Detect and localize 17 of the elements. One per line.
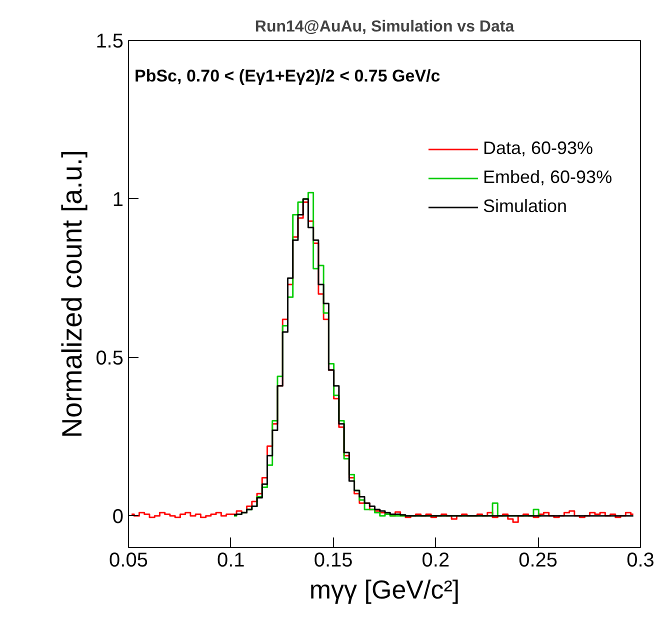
y-tick-label: 0 xyxy=(112,506,124,528)
y-tick-label: 0.5 xyxy=(96,347,124,370)
x-tick-label: 0.05 xyxy=(109,550,148,572)
x-tick-label: 0.2 xyxy=(422,550,450,572)
x-axis-title: mγγ [GeV/c²] xyxy=(309,574,460,604)
legend-label: Data, 60-93% xyxy=(483,138,594,159)
chart-title: Run14@AuAu, Simulation vs Data xyxy=(254,18,514,36)
legend-label: Embed, 60-93% xyxy=(483,167,612,188)
legend-label: Simulation xyxy=(483,196,568,217)
y-tick-label: 1 xyxy=(112,188,124,211)
y-tick-label: 1.5 xyxy=(96,30,124,52)
x-tick-label: 0.3 xyxy=(626,550,654,572)
x-tick-label: 0.25 xyxy=(518,550,558,572)
x-tick-label: 0.1 xyxy=(217,550,245,572)
y-axis-title: Normalized count [a.u.] xyxy=(56,150,88,438)
annotation: PbSc, 0.70 < (Eγ1+Eγ2)/2 < 0.75 GeV/c xyxy=(134,66,440,86)
x-tick-label: 0.15 xyxy=(314,550,353,572)
